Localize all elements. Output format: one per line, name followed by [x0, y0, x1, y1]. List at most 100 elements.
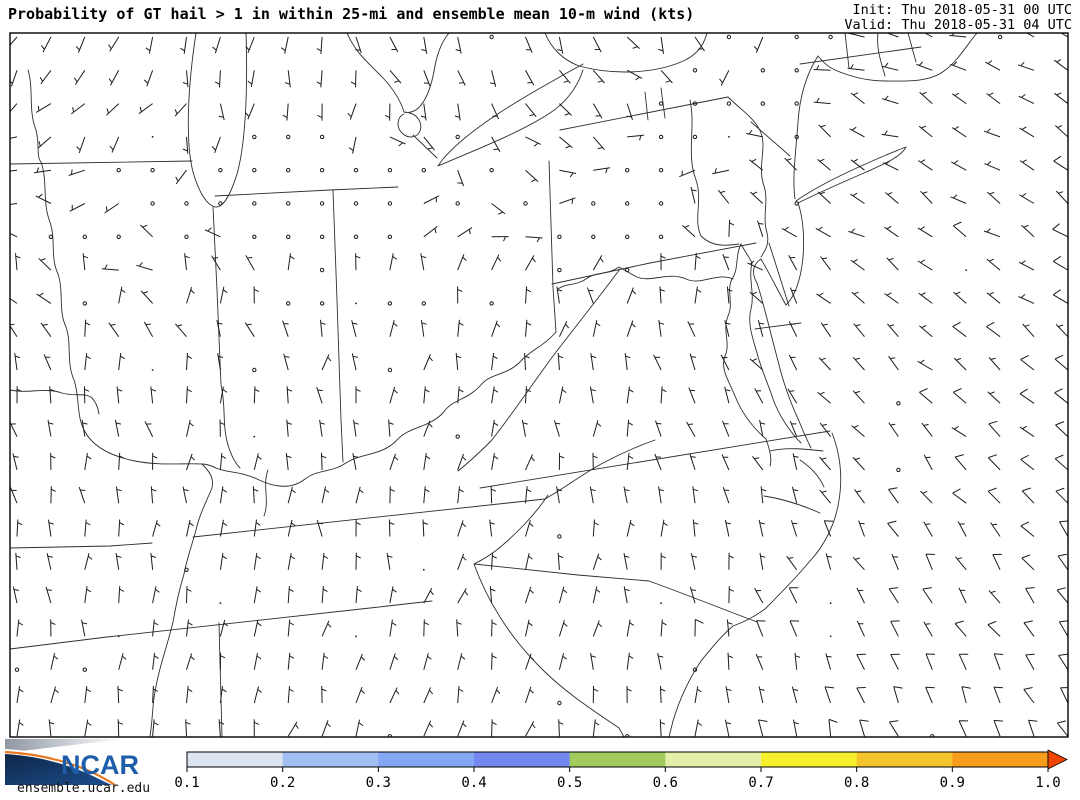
colorbar-segment: [952, 752, 1049, 767]
calm-station-dot: [965, 269, 968, 271]
wind-barb: [355, 586, 362, 604]
wind-barb: [559, 103, 572, 116]
calm-station-circle: [726, 34, 732, 40]
calm-station-circle: [319, 301, 325, 306]
wind-barb: [118, 353, 125, 371]
wind-barb: [115, 552, 122, 570]
delaware-river: [727, 96, 769, 258]
wind-barb: [953, 357, 967, 371]
wind-barb: [457, 386, 464, 404]
wind-barb: [918, 159, 933, 171]
wind-barb: [1058, 620, 1068, 637]
calm-station-circle: [82, 234, 88, 240]
wind-barb: [727, 652, 733, 670]
wind-barb: [423, 653, 432, 670]
wind-barb: [694, 286, 702, 304]
wind-barb: [1053, 59, 1068, 71]
wind-barb: [824, 686, 835, 704]
calm-station-circle: [387, 367, 393, 373]
calm-station-dot: [728, 136, 730, 138]
wind-barb: [658, 36, 664, 54]
wind-barb: [389, 253, 397, 271]
wind-barb: [818, 124, 831, 138]
calm-station-circle: [658, 134, 664, 140]
mississippi-river-lower: [149, 463, 213, 737]
carolina-coast: [668, 432, 842, 737]
wind-barb: [10, 203, 18, 206]
wind-barb: [820, 322, 832, 337]
wind-barb: [211, 255, 221, 271]
wind-barb: [423, 587, 434, 604]
wind-barb: [853, 323, 865, 338]
wind-barb: [525, 686, 534, 704]
calm-station-dot: [151, 369, 154, 371]
wind-barb: [1055, 190, 1068, 204]
wind-barb: [491, 320, 501, 337]
wind-barb: [353, 419, 359, 437]
wind-barb: [219, 486, 227, 504]
wind-barb: [50, 652, 59, 670]
wind-barb: [558, 620, 568, 637]
wind-barb: [950, 194, 967, 204]
calm-station-dot: [355, 302, 357, 305]
wind-barb: [84, 319, 91, 337]
wind-barb: [1023, 620, 1035, 637]
wind-barb: [186, 386, 192, 404]
wind-barb: [525, 319, 532, 337]
wind-barb: [10, 103, 18, 113]
wind-barb: [45, 586, 52, 604]
wind-barb: [84, 453, 92, 470]
wind-barb: [660, 619, 667, 637]
wind-barb: [152, 519, 161, 537]
hudson-river: [793, 55, 819, 200]
calm-station-circle: [692, 667, 698, 672]
wind-barb: [118, 586, 125, 604]
wind-barb: [287, 619, 295, 637]
calm-station-circle: [353, 234, 359, 240]
wind-barb: [987, 454, 1001, 471]
wind-barb: [918, 125, 933, 138]
wind-barb: [321, 486, 330, 504]
wind-barb: [925, 653, 936, 670]
wind-barb: [592, 719, 600, 737]
wind-barb: [525, 653, 535, 670]
wind-barb: [592, 685, 599, 704]
wind-barb: [755, 653, 764, 670]
wind-barb-layer: [10, 33, 1068, 737]
wind-barb: [321, 452, 327, 470]
calm-station-circle: [252, 201, 257, 206]
wind-barb: [456, 619, 462, 637]
wind-barb: [623, 486, 630, 504]
wind-barb: [245, 255, 255, 271]
wind-barb: [317, 103, 323, 121]
wind-barb: [726, 619, 733, 637]
detroit-river: [412, 134, 438, 159]
wind-barb: [39, 70, 52, 85]
wind-barb: [819, 422, 831, 437]
wind-barb: [660, 69, 673, 84]
wind-barb: [848, 228, 865, 238]
wind-barb: [849, 126, 865, 138]
wind-barb: [525, 520, 534, 537]
wind-barb: [457, 553, 467, 570]
wind-barb: [694, 36, 705, 52]
wind-barb: [84, 586, 92, 604]
wind-barb: [420, 253, 427, 271]
wind-barb: [16, 619, 24, 637]
wind-barb: [722, 420, 730, 437]
wind-barb: [245, 103, 255, 120]
wind-barb: [46, 553, 53, 570]
wind-barb: [759, 552, 766, 570]
wind-barb: [1055, 487, 1068, 504]
wind-barb: [724, 719, 732, 737]
wind-barb: [819, 489, 831, 504]
wind-barb: [525, 619, 533, 637]
wind-barb: [1021, 487, 1035, 504]
wind-barb: [117, 719, 123, 737]
ncar-logo: NCAR: [4, 739, 175, 797]
wind-barb: [50, 686, 59, 704]
wind-barb: [660, 253, 666, 271]
wind-barb: [524, 352, 530, 371]
wind-barb: [820, 256, 832, 271]
wind-barb: [990, 522, 1001, 537]
